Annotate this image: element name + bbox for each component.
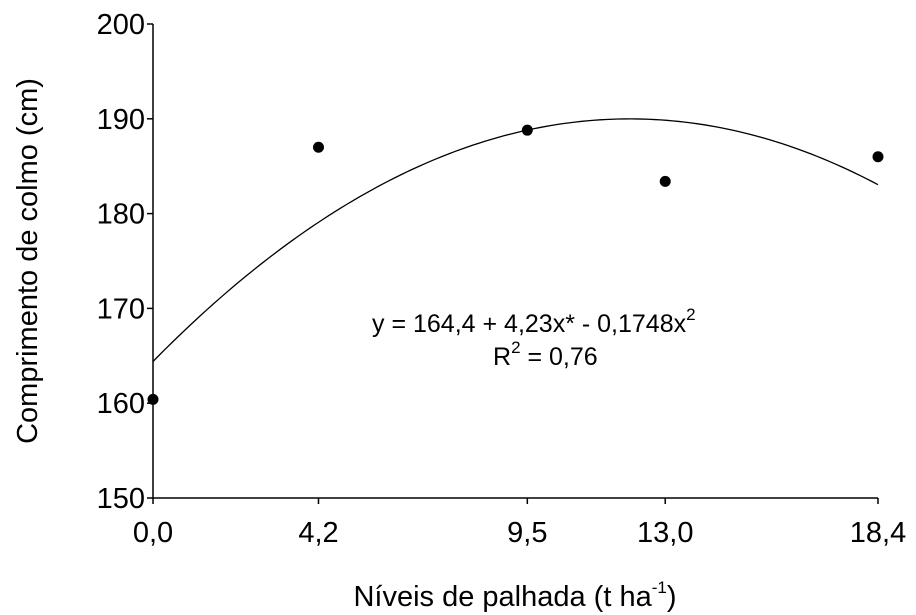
x-tick-label: 18,4 [850,517,906,549]
y-tick-label: 150 [97,483,145,515]
x-tick-label: 4,2 [298,517,338,549]
x-ticks: 0,0 4,2 9,5 13,0 18,4 [133,498,906,549]
x-axis-title-main: Níveis de palhada (t ha [353,581,652,613]
r-squared-label: R [493,343,511,371]
x-axis-title-suffix: ) [667,581,677,613]
r-squared-value: = 0,76 [521,343,598,371]
x-tick-label: 13,0 [637,517,693,549]
equation-line-2: R2 = 0,76 [493,338,598,371]
y-tick-label: 190 [97,104,145,136]
y-axis-title: Comprimento de colmo (cm) [12,78,44,444]
fit-curve [152,118,879,362]
x-axis-title-exponent: -1 [652,578,667,597]
y-tick-label: 200 [97,9,145,41]
axes [152,24,878,499]
data-point [521,124,533,136]
data-point [659,175,671,187]
y-tick-label: 160 [97,388,145,420]
r-squared-exponent: 2 [511,338,520,357]
equation-main: y = 164,4 + 4,23x* - 0,1748x [372,310,687,338]
data-point [312,141,324,153]
equation-line-1: y = 164,4 + 4,23x* - 0,1748x2 [372,305,696,338]
data-point [147,393,159,405]
data-points [147,124,884,405]
equation-exponent: 2 [686,305,695,324]
y-tick-label: 170 [97,293,145,325]
y-ticks: 150 160 170 180 190 200 [97,9,153,515]
y-tick-label: 180 [97,199,145,231]
data-point [872,151,884,163]
x-tick-label: 9,5 [507,517,547,549]
x-tick-label: 0,0 [133,517,173,549]
x-axis-title: Níveis de palhada (t ha-1) [353,578,676,613]
